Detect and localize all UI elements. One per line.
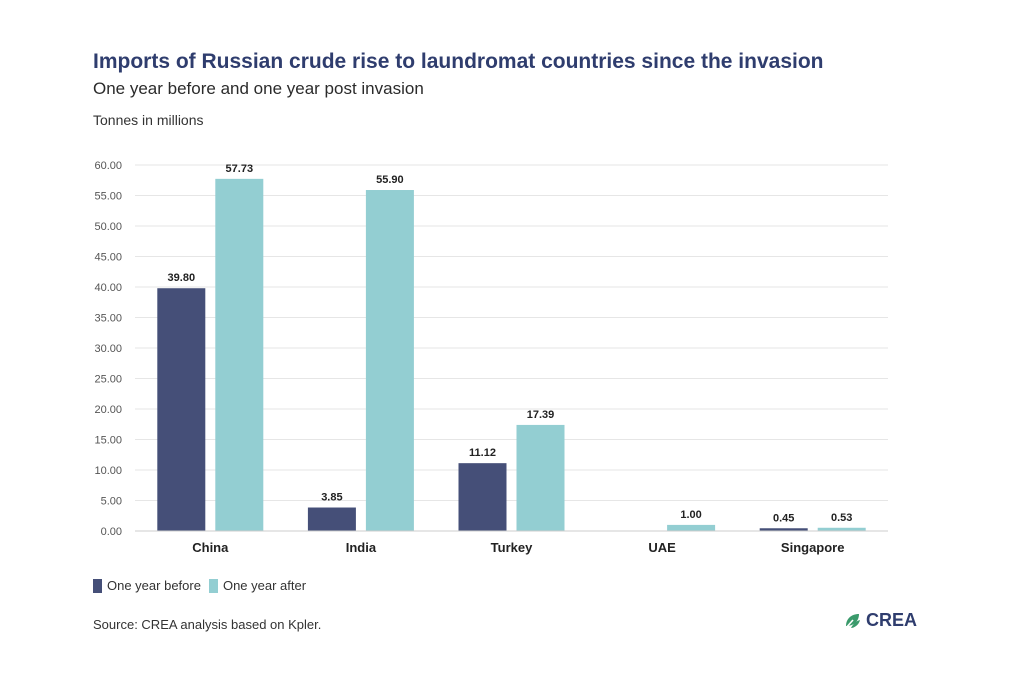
crea-logo: CREA [843, 610, 917, 631]
legend-label-before: One year before [107, 578, 201, 593]
crea-logo-icon [844, 613, 860, 630]
source-note: Source: CREA analysis based on Kpler. [93, 617, 322, 632]
y-tick-label: 25.00 [94, 374, 122, 386]
y-tick-label: 35.00 [94, 313, 122, 325]
data-label: 17.39 [527, 409, 555, 421]
bar-before [759, 528, 808, 531]
bar-after [667, 524, 716, 531]
bar-after [215, 178, 264, 532]
y-tick-label: 15.00 [94, 435, 122, 447]
data-label: 0.45 [773, 512, 794, 524]
data-label: 1.00 [680, 509, 701, 521]
bar-before [307, 507, 356, 531]
y-tick-label: 5.00 [101, 496, 122, 508]
data-label: 3.85 [321, 492, 342, 504]
chart-title: Imports of Russian crude rise to laundro… [93, 50, 824, 73]
unit-label: Tonnes in millions [93, 112, 204, 128]
chart-subtitle: One year before and one year post invasi… [93, 79, 424, 98]
bar-before [458, 463, 507, 531]
y-tick-label: 40.00 [94, 282, 122, 294]
legend-item-after: One year after [208, 578, 307, 593]
y-tick-label: 10.00 [94, 465, 122, 477]
bar-after [365, 190, 414, 531]
data-label: 39.80 [168, 272, 196, 284]
legend: One year before One year after [93, 578, 314, 593]
x-category-label: India [346, 540, 377, 555]
crea-logo-text: CREA [866, 610, 918, 630]
y-tick-label: 50.00 [94, 221, 122, 233]
legend-swatch-before [93, 578, 102, 593]
legend-item-before: One year before [93, 578, 201, 593]
legend-swatch-after [208, 578, 218, 593]
bar-before [157, 288, 206, 531]
x-category-label: UAE [648, 540, 676, 555]
y-tick-label: 60.00 [94, 160, 122, 172]
x-category-label: China [192, 540, 229, 555]
data-label: 55.90 [376, 174, 404, 186]
y-tick-label: 55.00 [94, 191, 122, 203]
y-tick-label: 30.00 [94, 343, 122, 355]
x-category-label: Singapore [781, 540, 845, 555]
data-label: 0.53 [831, 512, 852, 524]
y-tick-label: 0.00 [101, 526, 122, 538]
bar-after [516, 424, 565, 531]
data-label: 11.12 [469, 447, 496, 459]
bar-after [817, 527, 866, 531]
y-tick-label: 20.00 [94, 404, 122, 416]
legend-label-after: One year after [222, 578, 307, 593]
x-category-label: Turkey [491, 540, 533, 555]
y-tick-label: 45.00 [94, 252, 122, 264]
data-label: 57.73 [226, 163, 254, 175]
